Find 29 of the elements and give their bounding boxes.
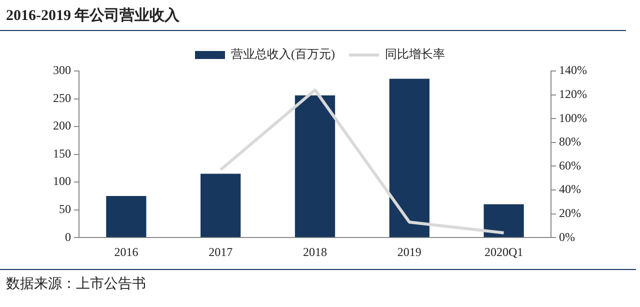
x-tick-label: 2016	[114, 244, 138, 259]
bar	[484, 204, 524, 238]
y2-tick-label: 60%	[559, 158, 582, 172]
y2-tick-label: 100%	[559, 110, 588, 125]
y-tick-label: 300	[53, 63, 71, 78]
y-tick-label: 150	[53, 146, 71, 160]
y2-tick-label: 140%	[559, 63, 588, 78]
chart-title: 2016-2019 年公司营业收入	[0, 0, 626, 31]
y2-tick-label: 80%	[559, 134, 582, 149]
x-tick-label: 2018	[303, 244, 327, 259]
y-tick-label: 0	[65, 230, 71, 244]
y-tick-label: 50	[59, 202, 71, 216]
x-tick-label: 2017	[208, 244, 233, 259]
legend-label: 同比增长率	[384, 47, 445, 62]
x-tick-label: 2020Q1	[484, 244, 524, 259]
y2-tick-label: 120%	[559, 86, 588, 101]
y2-tick-label: 40%	[559, 182, 582, 196]
bar	[200, 174, 241, 238]
source-note: 数据来源：上市公告书	[0, 269, 636, 293]
y2-tick-label: 20%	[559, 206, 582, 220]
bar	[294, 95, 336, 238]
legend-label: 营业总收入(百万元)	[231, 47, 336, 62]
y-tick-label: 100	[53, 174, 71, 188]
bar	[106, 196, 146, 238]
y-tick-label: 250	[53, 90, 71, 105]
y2-tick-label: 0%	[559, 230, 576, 244]
y-tick-label: 200	[53, 118, 71, 133]
x-tick-label: 2019	[397, 244, 422, 259]
bar	[389, 78, 430, 238]
